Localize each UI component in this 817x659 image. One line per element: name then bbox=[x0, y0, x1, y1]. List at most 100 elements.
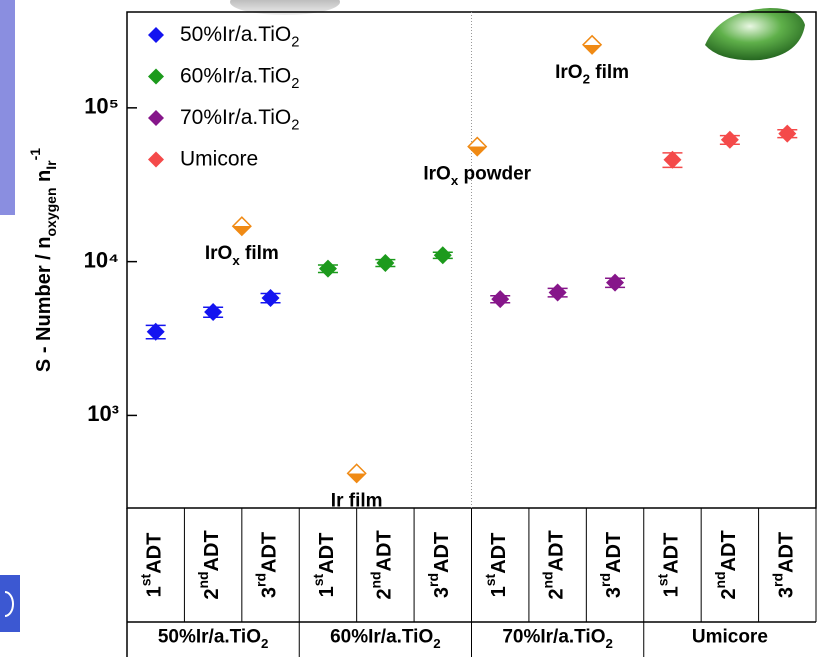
point bbox=[262, 289, 280, 307]
text-part: oxygen bbox=[43, 187, 59, 236]
text-part: Ir bbox=[43, 160, 59, 170]
x-tick-label: 2ndADT bbox=[195, 530, 224, 599]
legend-label: Umicore bbox=[180, 147, 258, 170]
text-part: n bbox=[33, 170, 55, 188]
text-part: st bbox=[310, 573, 326, 586]
side-panel bbox=[0, 0, 15, 215]
text-part: Ir film bbox=[331, 490, 383, 511]
text-part: 1 bbox=[488, 586, 510, 597]
x-tick-label: 1stADT bbox=[137, 533, 166, 598]
point bbox=[319, 260, 337, 278]
text-part: 2 bbox=[291, 34, 299, 50]
text-part: ADT bbox=[431, 532, 453, 573]
point bbox=[204, 303, 222, 321]
text-part: ADT bbox=[488, 533, 510, 574]
y-axis-label: S - Number / noxygen nIr-1 bbox=[27, 148, 59, 372]
text-part: 2 bbox=[374, 589, 396, 600]
text-part: st bbox=[137, 573, 153, 586]
text-part: 2 bbox=[718, 589, 740, 600]
legend-marker bbox=[148, 152, 164, 168]
text-part: ADT bbox=[546, 530, 568, 571]
group-label: 50%Ir/a.TiO2 bbox=[158, 627, 269, 651]
x-tick-label: 3rdADT bbox=[597, 532, 626, 598]
text-part: IrO bbox=[423, 164, 450, 185]
group-label: Umicore bbox=[692, 627, 768, 648]
legend-marker bbox=[148, 69, 164, 85]
reference-point bbox=[583, 36, 601, 54]
x-tick-label: 3rdADT bbox=[252, 532, 281, 598]
text-part: film bbox=[240, 243, 279, 264]
y-tick-label: 10⁴ bbox=[84, 247, 119, 272]
text-part: ADT bbox=[661, 533, 683, 574]
text-part: ADT bbox=[144, 533, 166, 574]
text-part: 1 bbox=[661, 586, 683, 597]
reference-label: Ir film bbox=[331, 490, 383, 511]
x-tick-label: 2ndADT bbox=[539, 530, 568, 599]
text-part: st bbox=[654, 573, 670, 586]
text-part: rd bbox=[424, 573, 440, 587]
text-part: ADT bbox=[259, 532, 281, 573]
text-part: ADT bbox=[603, 532, 625, 573]
text-part: 2 bbox=[291, 76, 299, 92]
x-tick-label: 3rdADT bbox=[769, 532, 798, 598]
legend-label: 50%Ir/a.TiO2 bbox=[180, 23, 299, 51]
y-tick-label: 10⁵ bbox=[84, 94, 119, 119]
text-part: 1 bbox=[144, 586, 166, 597]
text-part: Umicore bbox=[692, 627, 768, 648]
text-part: 50%Ir/a.TiO bbox=[158, 627, 261, 648]
text-part: 70%Ir/a.TiO bbox=[502, 627, 605, 648]
text-part: 3 bbox=[776, 587, 798, 598]
text-part: nd bbox=[539, 571, 555, 588]
side-button bbox=[0, 575, 20, 632]
text-part: IrO bbox=[205, 243, 232, 264]
text-part: 70%Ir/a.TiO bbox=[180, 106, 291, 129]
x-tick-label: 1stADT bbox=[654, 533, 683, 598]
text-part: nd bbox=[195, 571, 211, 588]
point bbox=[606, 274, 624, 292]
x-tick-label: 1stADT bbox=[482, 533, 511, 598]
point bbox=[434, 246, 452, 264]
text-part: ADT bbox=[718, 530, 740, 571]
decoration bbox=[705, 8, 805, 60]
text-part: 1 bbox=[316, 586, 338, 597]
group-label: 60%Ir/a.TiO2 bbox=[330, 627, 441, 651]
text-part: 3 bbox=[431, 587, 453, 598]
text-part: 2 bbox=[546, 589, 568, 600]
text-part: Umicore bbox=[180, 147, 258, 170]
x-tick-label: 1stADT bbox=[310, 533, 339, 598]
text-part: 2 bbox=[261, 636, 268, 651]
text-part: 3 bbox=[603, 587, 625, 598]
point bbox=[778, 125, 796, 143]
page: {"chart_data": { "type": "scatter", "log… bbox=[0, 0, 817, 659]
x-tick-label: 2ndADT bbox=[367, 530, 396, 599]
text-part: powder bbox=[458, 164, 531, 185]
text-part: ADT bbox=[374, 530, 396, 571]
legend-label: 60%Ir/a.TiO2 bbox=[180, 64, 299, 92]
legend-label: 70%Ir/a.TiO2 bbox=[180, 106, 299, 134]
chart: S - Number / noxygen nIr-1 10³10⁴10⁵1stA… bbox=[0, 0, 817, 659]
text-part: 60%Ir/a.TiO bbox=[180, 64, 291, 87]
text-part: 2 bbox=[291, 117, 299, 133]
text-part: 50%Ir/a.TiO bbox=[180, 23, 291, 46]
point bbox=[376, 254, 394, 272]
group-label: 70%Ir/a.TiO2 bbox=[502, 627, 613, 651]
reference-point bbox=[348, 464, 366, 482]
text-part: rd bbox=[597, 573, 613, 587]
point bbox=[549, 283, 567, 301]
text-part: S - Number / n bbox=[33, 237, 55, 373]
x-tick-label: 3rdADT bbox=[424, 532, 453, 598]
reference-label: IrOx film bbox=[205, 243, 279, 267]
text-part: 60%Ir/a.TiO bbox=[330, 627, 433, 648]
text-part: 2 bbox=[433, 636, 440, 651]
legend-marker bbox=[148, 27, 164, 43]
reference-point bbox=[468, 138, 486, 156]
reference-label: IrOx powder bbox=[423, 164, 531, 188]
text-part: nd bbox=[367, 571, 383, 588]
y-tick-label: 10³ bbox=[87, 401, 119, 426]
text-part: 2 bbox=[606, 636, 613, 651]
reference-point bbox=[233, 217, 251, 235]
text-part: ADT bbox=[316, 533, 338, 574]
point bbox=[491, 290, 509, 308]
text-part: 2 bbox=[201, 589, 223, 600]
text-part: st bbox=[482, 573, 498, 586]
